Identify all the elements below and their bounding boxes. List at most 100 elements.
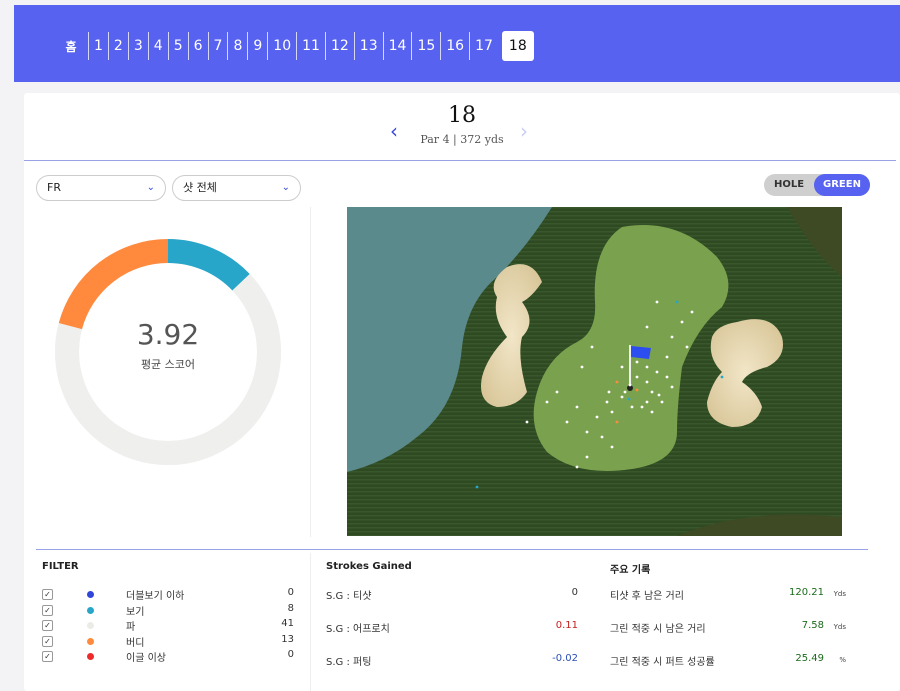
shot-marker [628,383,632,387]
shot-marker [670,385,674,389]
score-color-dot [87,591,94,598]
gauge-segment [55,239,281,465]
hole-tab-7[interactable]: 7 [207,32,228,60]
hole-tab-17[interactable]: 17 [469,32,498,60]
hole-tab-2[interactable]: 2 [107,32,128,60]
shot-marker [620,395,624,399]
hole-view-button[interactable]: HOLE [773,179,805,190]
checkbox-checked-icon[interactable]: ✓ [42,620,53,631]
shot-marker [630,405,634,409]
flag-icon [631,346,651,359]
hole-tab-1[interactable]: 1 [88,32,108,60]
filter-row[interactable]: ✓ 이글 이상 0 [42,649,294,664]
shot-marker [595,415,599,419]
shot-marker [640,405,644,409]
shot-select[interactable]: 샷 전체 ⌄ [172,175,301,201]
record-row: 티샷 후 남은 거리 120.21 Yds [610,587,846,602]
shot-marker [565,420,569,424]
filter-row[interactable]: ✓ 버디 13 [42,634,294,649]
shot-marker [615,380,619,384]
hole-tabs: 홈 1 2 3 4 5 6 7 8 9 10 11 12 13 14 15 16 17 18 [54,29,534,63]
record-unit: Yds [833,590,846,598]
hole-tab-14[interactable]: 14 [382,32,412,60]
hole-tab-10[interactable]: 10 [267,32,296,60]
filter-count: 13 [281,633,294,645]
filter-count: 0 [287,587,294,598]
filter-row[interactable]: ✓ 보기 8 [42,603,294,618]
shot-marker [585,455,589,459]
right-bunker [707,319,783,427]
chevron-down-icon: ⌄ [146,182,155,193]
shot-marker [607,390,611,394]
hole-tab-9[interactable]: 9 [247,32,267,60]
hole-tab-16[interactable]: 16 [440,32,469,60]
filter-label: 더블보기 이하 [126,591,185,602]
shot-marker [645,400,649,404]
shot-marker [525,420,529,424]
score-color-dot [87,653,94,660]
shot-marker [657,393,661,397]
hole-header: 18 Par 4 | 372 yds ‹ › [24,93,896,161]
hole-tab-3[interactable]: 3 [127,32,148,60]
record-value: 25.49 [795,653,824,664]
shot-marker [623,390,627,394]
sg-value: -0.02 [552,653,578,664]
shot-marker [615,420,619,424]
prev-hole-chevron-icon[interactable]: ‹ [390,119,398,143]
filter-row[interactable]: ✓ 더블보기 이하 0 [42,587,294,602]
checkbox-checked-icon[interactable]: ✓ [42,651,53,662]
record-label: 그린 적중 시 퍼트 성공률 [610,657,715,668]
shot-marker [555,390,559,394]
view-toggle: HOLE GREEN [764,174,870,196]
strokes-gained-row: S.G : 어프로치 0.11 [326,620,578,635]
club-select[interactable]: FR ⌄ [36,175,166,201]
shot-marker [685,345,689,349]
shot-marker [545,400,549,404]
hole-tab-4[interactable]: 4 [147,32,168,60]
next-hole-chevron-icon[interactable]: › [520,119,528,143]
score-color-dot [87,606,94,614]
hole-tab-13[interactable]: 13 [353,32,383,60]
shot-marker [600,435,604,439]
left-bunker [481,264,542,407]
shot-marker [580,365,584,369]
filter-label: 이글 이상 [126,653,166,664]
shot-marker [635,375,639,379]
hole-tab-11[interactable]: 11 [296,32,325,60]
hole-tab-6[interactable]: 6 [187,32,208,60]
shot-marker [620,365,624,369]
hole-cup [627,385,633,391]
green-view-button[interactable]: GREEN [814,174,870,196]
filter-label: 파 [126,622,136,633]
filter-row[interactable]: ✓ 파 41 [42,618,294,633]
checkbox-checked-icon[interactable]: ✓ [42,635,53,647]
hole-tab-active[interactable]: 18 [501,31,534,61]
hole-tab-15[interactable]: 15 [411,32,440,60]
chevron-down-icon: ⌄ [281,182,290,193]
shot-marker [585,430,589,434]
hole-tab-5[interactable]: 5 [167,32,188,60]
average-score-gauge: 3.92 평균 스코어 [52,236,284,468]
record-label: 티샷 후 남은 거리 [610,591,684,602]
sg-label: S.G : 퍼팅 [326,657,372,668]
shot-marker [575,465,579,469]
shot-marker [645,365,649,369]
green-map[interactable] [347,207,842,536]
hole-tab-8[interactable]: 8 [227,32,247,60]
checkbox-checked-icon[interactable]: ✓ [42,604,53,616]
hole-card: 18 Par 4 | 372 yds ‹ › FR ⌄ 샷 전체 ⌄ HOLE … [24,93,900,691]
record-unit: Yds [833,623,846,631]
filter-count: 41 [281,618,294,629]
shot-select-value: 샷 전체 [183,181,217,194]
hole-navigation-bar: 홈 1 2 3 4 5 6 7 8 9 10 11 12 13 14 15 16 17 18 [14,5,900,82]
record-value: 7.58 [801,620,824,631]
hole-tab-12[interactable]: 12 [324,32,354,60]
shot-marker [635,388,639,392]
filter-label: 보기 [126,606,145,618]
shot-marker [475,485,479,489]
shot-markers [475,300,724,489]
gauge-segment [55,239,281,465]
checkbox-checked-icon[interactable]: ✓ [42,589,53,600]
filter-title: FILTER [42,561,79,572]
home-icon[interactable]: 홈 [65,39,77,54]
